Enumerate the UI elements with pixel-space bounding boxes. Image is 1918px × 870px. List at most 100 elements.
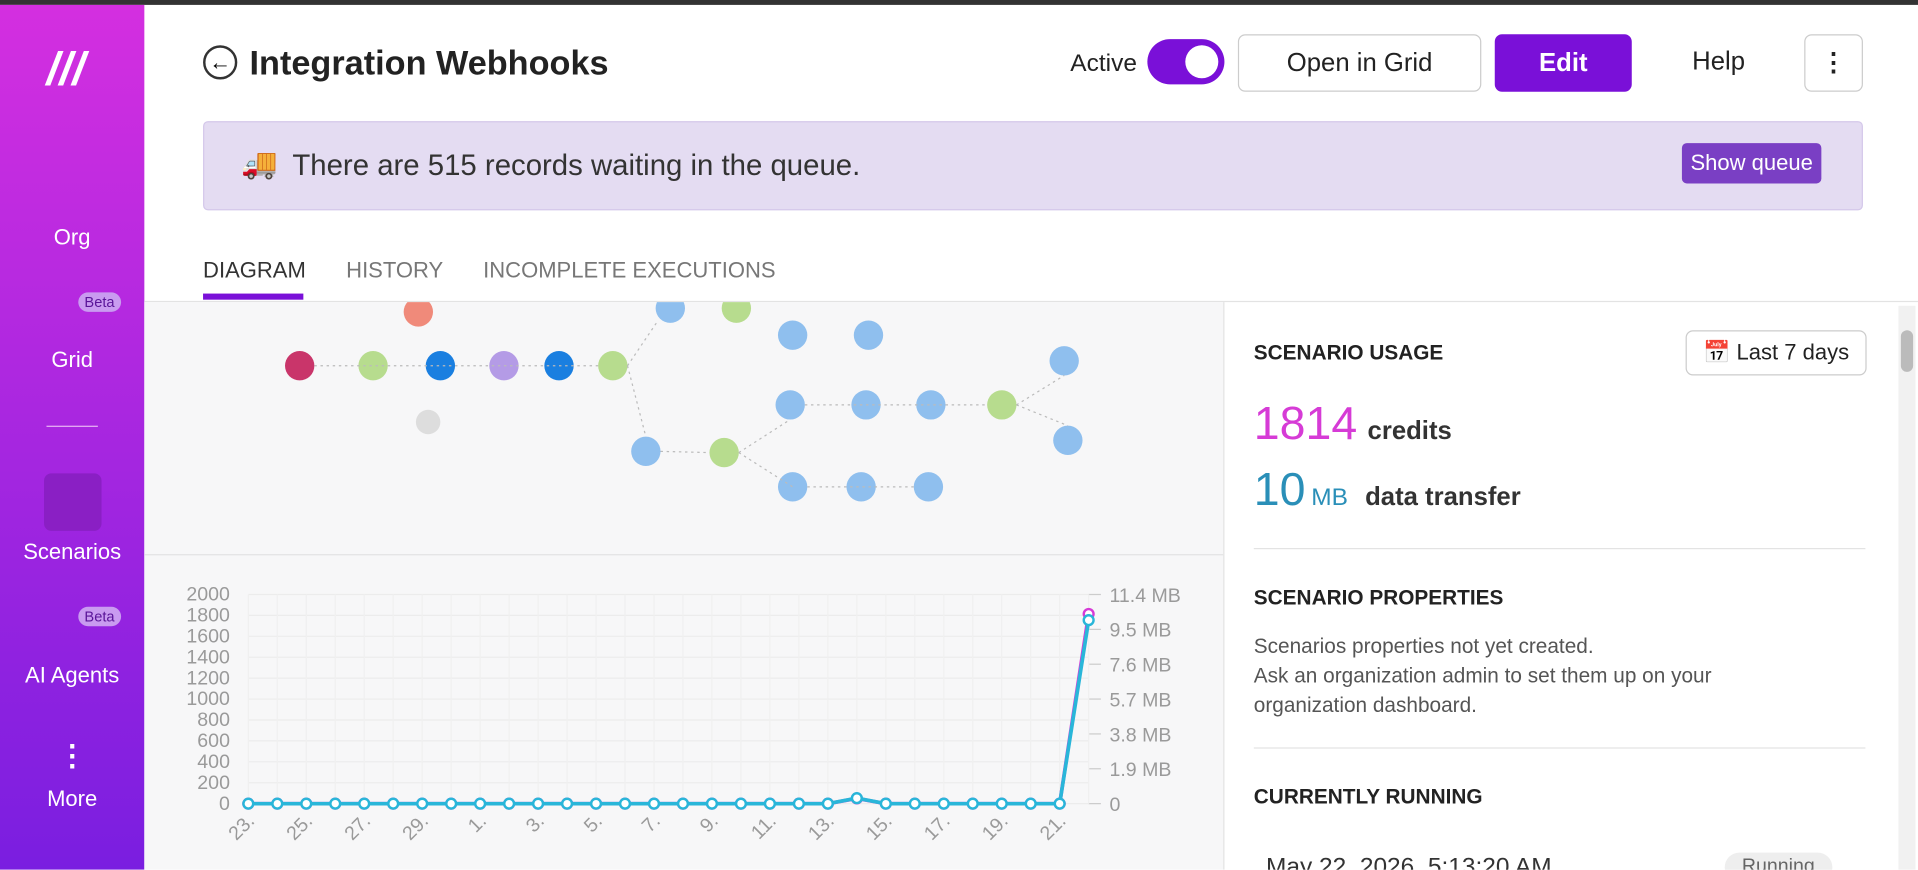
point (705, 797, 719, 810)
button-label: Last 7 days (1736, 340, 1850, 365)
point (676, 797, 690, 810)
text: organization dashboard. (1253, 693, 1477, 717)
y-tick-label: 600 (197, 730, 230, 752)
point (1024, 797, 1037, 810)
nav-grid[interactable]: Grid (51, 347, 93, 372)
y-tick-label: 1600 (186, 625, 230, 647)
x-tick-label: 3. (522, 810, 549, 837)
nav-scenarios[interactable]: Scenarios (23, 539, 122, 564)
point (589, 797, 603, 810)
point (879, 797, 892, 810)
y2-tick-label: 7.6 MB (1109, 655, 1171, 677)
tab[interactable]: INCOMPLETE EXECUTIONS (483, 258, 776, 283)
x-tick-label: 1. (464, 810, 491, 837)
point (1082, 614, 1095, 627)
nav-ai-agents[interactable]: AI Agents (25, 662, 120, 688)
logo: /// (46, 44, 86, 96)
point (242, 797, 255, 810)
y-tick-label: 1400 (186, 646, 230, 668)
scrollbar[interactable] (1898, 305, 1916, 870)
edit-button[interactable]: Edit (1494, 34, 1632, 92)
x-tick-label: 11. (747, 810, 781, 844)
data-unit: MB (1311, 484, 1348, 512)
nav-more[interactable]: More (47, 786, 98, 811)
tab[interactable]: HISTORY (346, 258, 444, 283)
y2-tick-label: 0 (1109, 794, 1120, 816)
y-tick-label: 200 (197, 772, 230, 794)
show-queue-button[interactable]: Show queue (1681, 143, 1822, 184)
point (966, 797, 979, 810)
point (763, 797, 777, 810)
help-button[interactable]: Help (1651, 34, 1786, 90)
point (416, 797, 429, 810)
point (647, 797, 661, 810)
point (358, 797, 371, 810)
diagram-panel (144, 302, 1225, 870)
series-line (248, 619, 1091, 806)
x-tick-label: 25. (282, 810, 317, 845)
y-tick-label: 1800 (186, 605, 230, 627)
x-tick-label: 27. (340, 810, 375, 845)
point (618, 797, 632, 810)
y-tick-label: 2000 (186, 584, 230, 606)
button-label: Edit (1538, 48, 1588, 77)
point (271, 797, 284, 810)
x-tick-label: 19. (978, 810, 1013, 845)
point (387, 797, 400, 810)
point (734, 797, 748, 810)
y-tick-label: 800 (197, 709, 230, 731)
credits-value: 1814 (1253, 398, 1358, 451)
badge: Beta (78, 606, 121, 627)
data-label: data transfer (1365, 483, 1521, 512)
x-tick-label: 9. (696, 810, 723, 837)
toggle[interactable] (1147, 39, 1225, 85)
x-tick-label: 7. (638, 810, 665, 837)
y-tick-label: 400 (197, 751, 230, 773)
point (821, 797, 834, 810)
text: Scenarios properties not yet created. (1253, 634, 1594, 659)
point (502, 797, 516, 810)
usage-chart: 020040060080010001200140016001800200001.… (186, 584, 1180, 845)
scroll-thumb[interactable] (1900, 330, 1914, 372)
badge: Beta (78, 292, 121, 312)
section-title: SCENARIO PROPERTIES (1253, 585, 1504, 610)
divider (1253, 547, 1866, 550)
y-tick-label: 0 (219, 793, 230, 815)
x-tick-label: 23. (224, 810, 259, 845)
truck-icon: 🚚 (240, 148, 278, 182)
tab-indicator (203, 293, 304, 300)
button-label: Open in Grid (1286, 48, 1433, 77)
sidebar: /// Org Beta Grid Scenarios Beta AI Agen… (0, 4, 145, 870)
point (329, 797, 342, 810)
y2-tick-label: 1.9 MB (1109, 759, 1171, 781)
badge: Beta (78, 291, 121, 313)
y2-tick-label: 11.4 MB (1109, 585, 1180, 607)
x-tick-label: 5. (580, 810, 607, 837)
button-label: Help (1692, 47, 1746, 76)
banner-text: There are 515 records waiting in the que… (292, 149, 861, 183)
point (560, 797, 574, 810)
section-title: CURRENTLY RUNNING (1253, 785, 1483, 809)
text: Ask an organization admin to set them up… (1253, 664, 1712, 688)
x-tick-label: 21. (1036, 810, 1071, 845)
open-grid-button[interactable]: Open in Grid (1237, 34, 1482, 92)
y2-tick-label: 5.7 MB (1109, 689, 1171, 711)
data-value: 10 (1253, 464, 1306, 517)
x-tick-label: 29. (398, 810, 433, 845)
point (1053, 797, 1066, 810)
divider (1253, 747, 1866, 749)
period-button[interactable]: 📅 Last 7 days (1685, 330, 1867, 376)
tab[interactable]: DIAGRAM (203, 258, 306, 283)
divider (46, 425, 98, 427)
back-button[interactable]: ← (203, 45, 238, 80)
point (531, 797, 545, 810)
section-title: SCENARIO USAGE (1253, 341, 1444, 365)
top-bar (0, 0, 1918, 5)
x-tick-label: 17. (920, 810, 955, 845)
point (908, 797, 921, 810)
divider (144, 554, 1224, 556)
divider (144, 300, 1918, 303)
menu-button[interactable]: ⋮ (1804, 34, 1863, 92)
nav-org[interactable]: Org (53, 225, 91, 250)
